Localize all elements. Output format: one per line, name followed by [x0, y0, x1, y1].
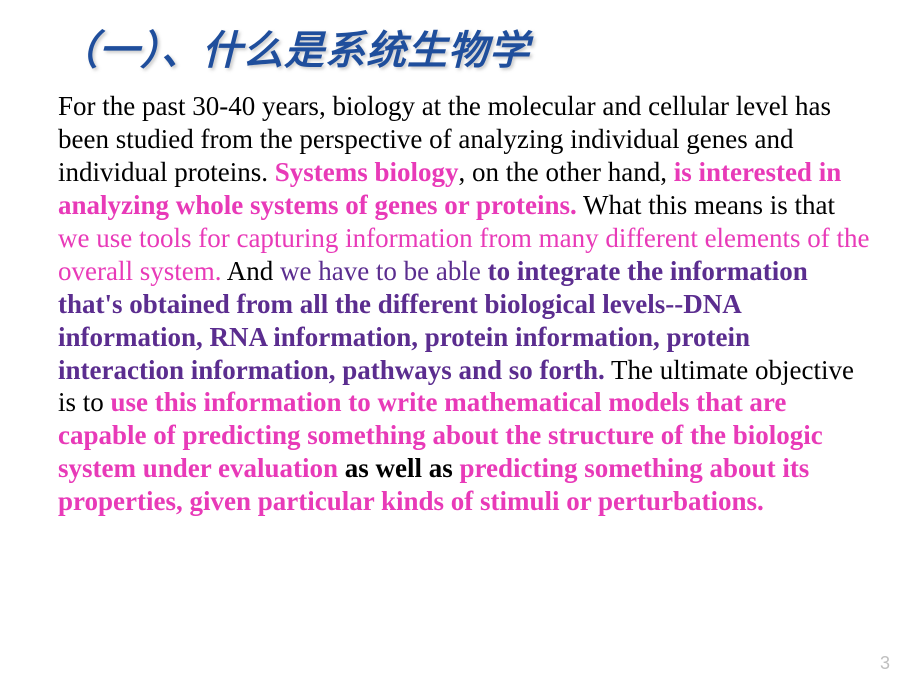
text-segment: we have to be able	[280, 256, 488, 286]
text-segment: as well as	[338, 453, 460, 483]
slide-container: （一）、什么是系统生物学 For the past 30-40 years, b…	[0, 0, 920, 690]
slide-body: For the past 30-40 years, biology at the…	[58, 90, 870, 518]
text-segment: What this means is that	[577, 190, 835, 220]
slide-title: （一）、什么是系统生物学	[58, 18, 870, 76]
text-segment: And	[221, 256, 280, 286]
text-segment: , on the other hand,	[459, 157, 674, 187]
text-segment: Systems biology	[275, 157, 459, 187]
page-number: 3	[880, 653, 890, 674]
